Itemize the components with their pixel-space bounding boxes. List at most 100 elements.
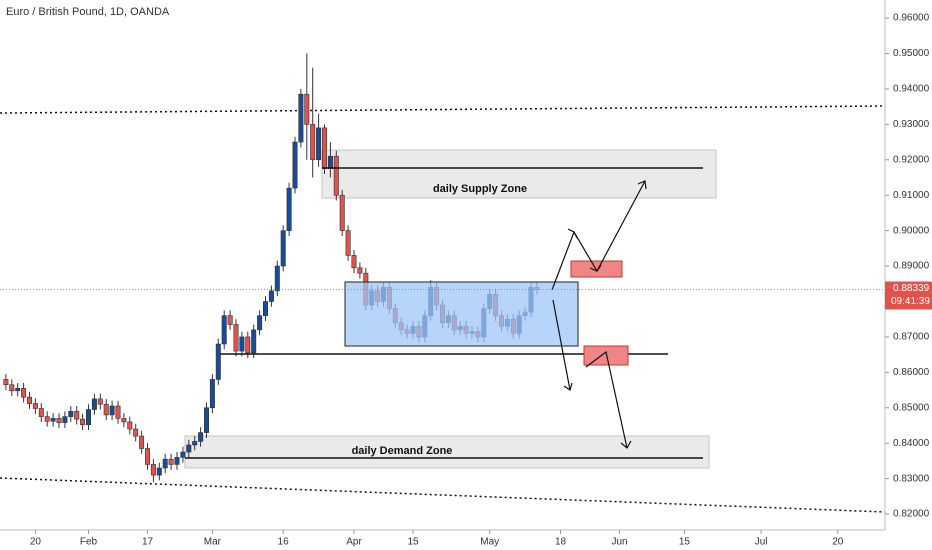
candle-body bbox=[262, 301, 268, 316]
candle-body bbox=[62, 416, 68, 423]
zone-label: daily Supply Zone bbox=[433, 183, 527, 195]
arrow-head bbox=[567, 228, 578, 239]
candle-body bbox=[251, 329, 257, 354]
candle-body bbox=[286, 187, 292, 231]
x-tick-label: Apr bbox=[346, 537, 362, 548]
candle-body bbox=[209, 379, 215, 409]
candle-body bbox=[227, 315, 233, 325]
candle-body bbox=[327, 155, 333, 169]
x-tick-label: 17 bbox=[142, 537, 154, 548]
candle-body bbox=[174, 457, 180, 465]
candle-body bbox=[321, 127, 327, 169]
candle-body bbox=[280, 230, 286, 267]
y-tick-label: 0.83000 bbox=[893, 473, 930, 484]
candle-body bbox=[68, 411, 74, 417]
demand-zone bbox=[184, 435, 710, 469]
bear-path bbox=[585, 350, 628, 449]
x-tick-label: 15 bbox=[407, 537, 419, 548]
y-tick-label: 0.90000 bbox=[893, 225, 930, 236]
candle-body bbox=[86, 409, 92, 426]
y-tick-label: 0.94000 bbox=[893, 84, 930, 95]
candle-body bbox=[127, 421, 133, 430]
y-tick-label: 0.84000 bbox=[893, 438, 930, 449]
arrow-head bbox=[589, 264, 602, 272]
candle-body bbox=[121, 418, 127, 423]
candle-body bbox=[44, 416, 50, 422]
x-tick-label: 20 bbox=[30, 537, 42, 548]
candle-body bbox=[156, 467, 162, 476]
candle-body bbox=[186, 444, 192, 453]
arrow-head bbox=[563, 382, 573, 391]
x-tick-label: May bbox=[480, 537, 499, 548]
supply-zone bbox=[321, 149, 717, 199]
candle-body bbox=[268, 290, 274, 302]
candle-body bbox=[221, 315, 227, 345]
bear-path bbox=[552, 299, 571, 391]
y-tick-label: 0.95000 bbox=[893, 48, 930, 59]
candle-body bbox=[333, 155, 339, 196]
y-tick-label: 0.85000 bbox=[893, 402, 930, 413]
x-tick-label: 15 bbox=[679, 537, 691, 548]
x-tick-label: 20 bbox=[832, 537, 844, 548]
candle-body bbox=[245, 336, 251, 354]
candle-body bbox=[298, 93, 304, 143]
candle-body bbox=[150, 464, 156, 476]
x-tick-label: Jun bbox=[611, 537, 627, 548]
x-tick-label: 16 bbox=[278, 537, 290, 548]
candle-body bbox=[38, 408, 44, 417]
candle-body bbox=[3, 379, 9, 386]
candle-body bbox=[215, 343, 221, 380]
bull-path bbox=[551, 180, 646, 291]
y-tick-label: 0.91000 bbox=[893, 190, 930, 201]
candle-body bbox=[32, 403, 38, 409]
y-tick-label: 0.82000 bbox=[893, 509, 930, 520]
y-tick-label: 0.92000 bbox=[893, 154, 930, 165]
candle-body bbox=[56, 418, 62, 423]
candle-body bbox=[292, 141, 298, 189]
candle-body bbox=[50, 418, 56, 422]
candle-body bbox=[339, 194, 345, 231]
candle-body bbox=[257, 315, 263, 331]
last-price-label: 0.88339 bbox=[893, 283, 930, 294]
arrow-head bbox=[620, 440, 632, 449]
arrow-head bbox=[637, 180, 647, 190]
x-tick-label: Feb bbox=[80, 537, 98, 548]
y-tick-label: 0.96000 bbox=[893, 13, 930, 24]
y-tick-label: 0.89000 bbox=[893, 261, 930, 272]
scenario-arrows bbox=[551, 180, 647, 449]
zone-label: daily Demand Zone bbox=[352, 445, 453, 457]
candle-body bbox=[26, 396, 32, 404]
candle-body bbox=[233, 324, 239, 352]
candle-body bbox=[9, 384, 15, 392]
candle-body bbox=[351, 255, 357, 269]
x-tick-label: 18 bbox=[555, 537, 567, 548]
candle-body bbox=[97, 398, 103, 405]
candle-body bbox=[109, 405, 115, 416]
x-tick-label: Jul bbox=[755, 537, 768, 548]
candle-body bbox=[310, 124, 316, 161]
candle-body bbox=[139, 435, 145, 449]
breakdown-box bbox=[583, 345, 629, 366]
candle-body bbox=[204, 407, 210, 433]
candle-body bbox=[80, 418, 86, 426]
candle-body bbox=[103, 403, 109, 416]
candle-body bbox=[198, 432, 204, 442]
candle-body bbox=[15, 387, 21, 392]
candle-body bbox=[168, 458, 174, 465]
candle-body bbox=[274, 265, 280, 292]
chart-title: Euro / British Pound, 1D, OANDA bbox=[6, 6, 170, 18]
countdown-label: 09:41:39 bbox=[891, 296, 930, 307]
candle-body bbox=[21, 387, 27, 398]
x-tick-label: Mar bbox=[204, 537, 222, 548]
last-price-box bbox=[885, 281, 932, 310]
candle-body bbox=[162, 458, 168, 469]
candle-body bbox=[133, 428, 139, 437]
candle-body bbox=[316, 127, 322, 161]
candle-body bbox=[357, 267, 363, 274]
candle-body bbox=[192, 441, 198, 446]
y-tick-label: 0.87000 bbox=[893, 332, 930, 343]
range-box bbox=[344, 281, 579, 347]
candle-body bbox=[115, 405, 121, 419]
y-tick-label: 0.86000 bbox=[893, 367, 930, 378]
